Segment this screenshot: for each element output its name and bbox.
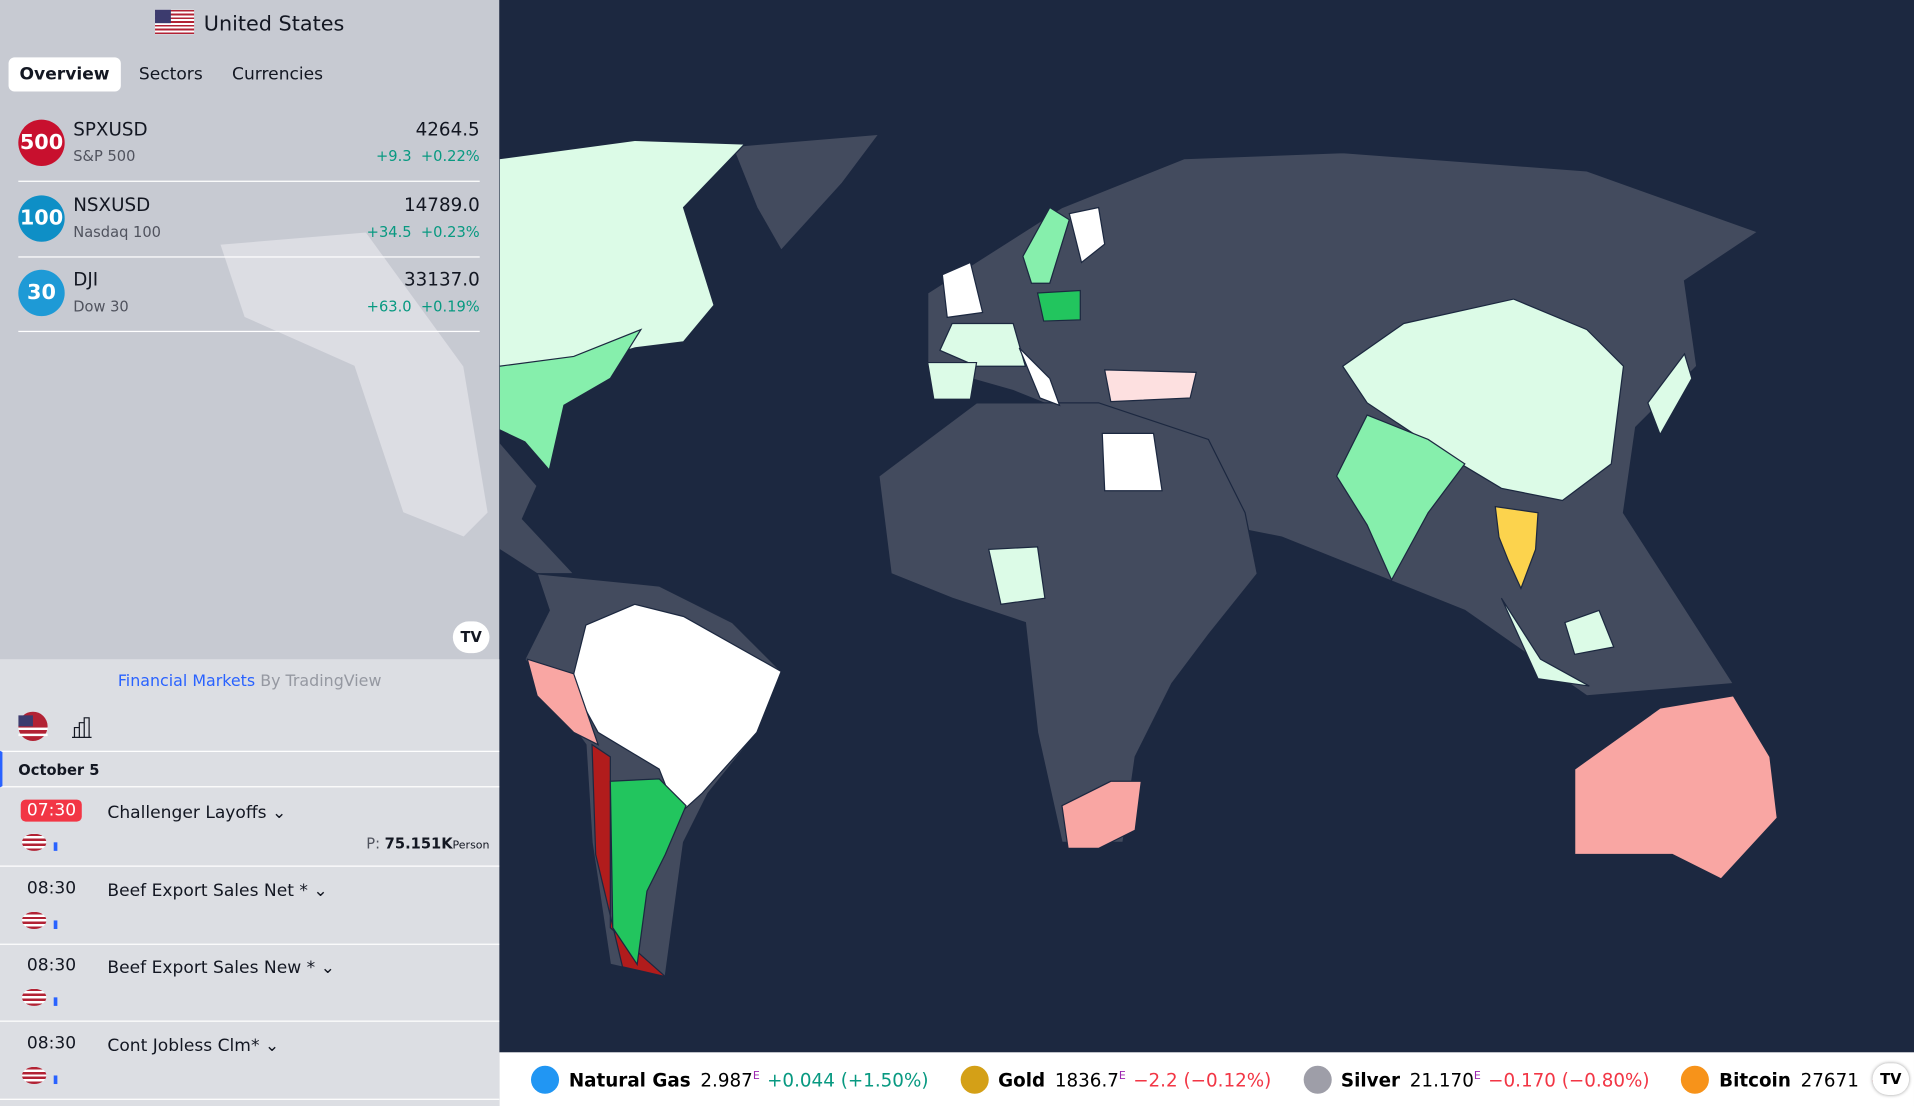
ticker-change: −2.2 bbox=[1133, 1069, 1178, 1092]
tab[interactable]: Sectors bbox=[138, 64, 203, 85]
tab[interactable]: Overview bbox=[8, 57, 121, 92]
ticker-name: Gold bbox=[998, 1069, 1046, 1092]
ticker-icon bbox=[960, 1065, 989, 1094]
ticker-item[interactable]: Natural Gas 2.987E +0.044 (+1.50%) bbox=[530, 1065, 929, 1094]
change-percent: +0.23% bbox=[420, 222, 480, 240]
prior-value: 75.151K bbox=[384, 834, 453, 853]
country-name: United States bbox=[203, 12, 345, 37]
index-name: S&P 500 bbox=[73, 147, 136, 165]
event-row[interactable]: 08:30 Beef Export Sales Net * ⌄ bbox=[0, 866, 500, 945]
importance bbox=[53, 997, 58, 1006]
ticker-item[interactable]: Silver 21.170E −0.170 (−0.80%) bbox=[1303, 1065, 1650, 1094]
index-name: Nasdaq 100 bbox=[73, 222, 161, 240]
ticker-change: +0.044 bbox=[767, 1069, 835, 1092]
index-price: 33137.0 bbox=[404, 268, 480, 291]
event-row[interactable]: 07:30 Challenger Layoffs ⌄ P: 75.151KPerso… bbox=[0, 789, 500, 867]
tab[interactable]: Currencies bbox=[232, 64, 324, 85]
change-value: +63.0 bbox=[366, 297, 412, 315]
index-change: +63.0 +0.19% bbox=[367, 298, 480, 315]
ticker-change-percent: (−0.80%) bbox=[1561, 1069, 1650, 1092]
index-row[interactable]: 30 DJI Dow 30 33137.0 +63.0 +0.19% bbox=[18, 256, 480, 333]
index-badge: 100 bbox=[18, 194, 65, 242]
index-row[interactable]: 100 NSXUSD Nasdaq 100 14789.0 +34.5 +0.23% bbox=[18, 181, 480, 257]
ticker-name: Silver bbox=[1340, 1069, 1401, 1092]
index-price: 14789.0 bbox=[404, 193, 480, 216]
event-row[interactable]: 08:30 Cont Jobless Clm* ⌄ bbox=[0, 1021, 500, 1100]
ticker-name: Bitcoin bbox=[1719, 1069, 1791, 1092]
ticker-flag: E bbox=[1473, 1070, 1481, 1083]
ticker-item[interactable]: Gold 1836.7E −2.2 (−0.12%) bbox=[960, 1065, 1272, 1094]
event-title: Challenger Layoffs ⌄ bbox=[107, 803, 287, 823]
event-time: 08:30 bbox=[26, 1033, 77, 1053]
event-flag bbox=[21, 911, 47, 929]
index-symbol: DJI bbox=[73, 268, 99, 291]
change-value: +9.3 bbox=[376, 147, 412, 165]
ticker-price: 21.170 bbox=[1409, 1069, 1474, 1092]
ticker-icon bbox=[1303, 1065, 1332, 1094]
event-flag bbox=[21, 1066, 47, 1084]
tabs: Overview Sectors Currencies bbox=[8, 57, 335, 92]
prior-unit: Person bbox=[452, 839, 490, 853]
ticker-tape: Natural Gas 2.987E +0.044 (+1.50%) Gold 1836… bbox=[499, 1052, 1914, 1106]
importance bbox=[53, 919, 58, 929]
side-panel: United States Overview Sectors Currencies … bbox=[0, 0, 500, 1106]
branding: Financial Markets By TradingView bbox=[0, 673, 499, 691]
index-row[interactable]: 500 SPXUSD S&P 500 4264.5 +9.3 +0.22% bbox=[18, 106, 480, 182]
index-price: 4264.5 bbox=[415, 118, 480, 141]
calendar-tools bbox=[18, 711, 92, 741]
ticker-price: 1836.7 bbox=[1054, 1069, 1119, 1092]
index-badge: 500 bbox=[18, 119, 65, 167]
index-change: +34.5 +0.23% bbox=[367, 223, 480, 240]
ticker-change-percent: (+1.50%) bbox=[840, 1069, 929, 1092]
event-prior: P: 75.151KPerson bbox=[366, 835, 489, 852]
ticker-flag: E bbox=[752, 1070, 760, 1083]
ticker-name: Natural Gas bbox=[568, 1069, 691, 1092]
index-change: +9.3 +0.22% bbox=[376, 148, 480, 165]
event-title: Beef Export Sales New * ⌄ bbox=[107, 958, 335, 978]
index-symbol: SPXUSD bbox=[73, 118, 148, 141]
event-flag bbox=[21, 988, 47, 1006]
event-flag bbox=[21, 833, 47, 851]
tv-logo[interactable]: TV bbox=[1872, 1063, 1910, 1096]
ticker-icon bbox=[1681, 1065, 1710, 1094]
ticker-price: 2.987 bbox=[700, 1069, 753, 1092]
ticker-icon bbox=[530, 1065, 560, 1094]
brand-by: By TradingView bbox=[260, 672, 382, 691]
importance bbox=[53, 842, 58, 851]
index-badge: 30 bbox=[18, 269, 65, 317]
ticker-change-percent: (−0.12%) bbox=[1183, 1069, 1272, 1092]
event-time: 08:30 bbox=[26, 955, 77, 976]
ticker-price: 27671 bbox=[1800, 1069, 1859, 1092]
event-row[interactable]: 08:30 Beef Export Sales New * ⌄ bbox=[0, 944, 500, 1022]
event-title: Beef Export Sales Net * ⌄ bbox=[107, 880, 328, 901]
prior-label: P: bbox=[366, 834, 381, 853]
event-time: 07:30 bbox=[20, 799, 83, 822]
event-time: 08:30 bbox=[26, 878, 77, 898]
calendar-date: October 5 bbox=[0, 750, 500, 788]
importance bbox=[53, 1074, 58, 1084]
brand-link[interactable]: Financial Markets bbox=[117, 672, 256, 691]
index-name: Dow 30 bbox=[73, 297, 129, 315]
event-title: Cont Jobless Clm* ⌄ bbox=[107, 1035, 280, 1056]
ticker-flag: E bbox=[1118, 1070, 1126, 1083]
tv-logo[interactable]: TV bbox=[452, 621, 490, 654]
ticker-change: −0.170 bbox=[1488, 1069, 1556, 1092]
change-percent: +0.19% bbox=[420, 297, 480, 315]
index-symbol: NSXUSD bbox=[73, 193, 151, 216]
change-value: +34.5 bbox=[366, 222, 412, 240]
country-header[interactable]: United States bbox=[0, 9, 499, 37]
change-percent: +0.22% bbox=[420, 147, 480, 165]
